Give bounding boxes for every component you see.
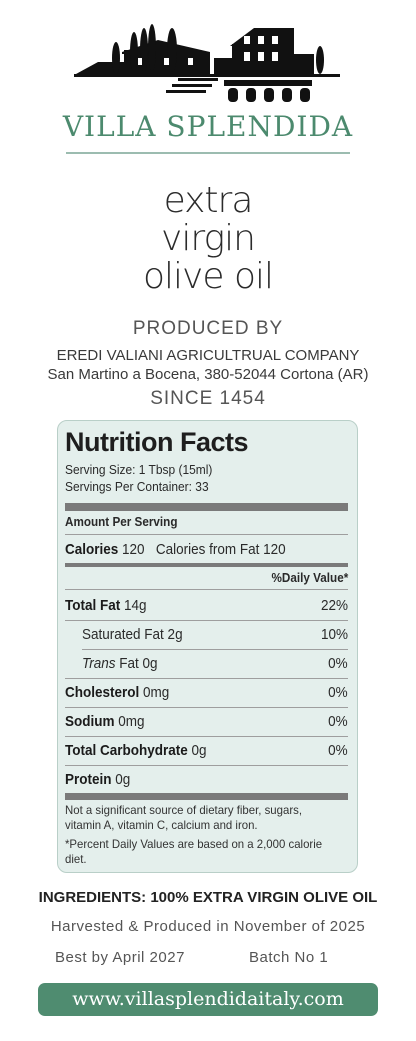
daily-value-header: %Daily Value* <box>271 570 348 585</box>
amount-per-serving-label: Amount Per Serving <box>65 514 178 529</box>
amount-per-serving-row: Amount Per Serving <box>65 514 348 534</box>
thick-divider <box>65 793 348 800</box>
batch-number: Batch No 1 <box>249 949 329 966</box>
calories-label: Calories <box>65 541 119 558</box>
nutrient-row-cholesterol: Cholesterol 0mg 0% <box>65 684 348 701</box>
best-by-date: Best by April 2027 <box>55 949 185 966</box>
nutrient-row-protein: Protein 0g <box>65 771 131 788</box>
produced-by-heading: PRODUCED BY <box>132 318 284 339</box>
divider <box>65 589 348 590</box>
nutrition-title: Nutrition Facts <box>65 427 249 457</box>
producer-company: EREDI VALIANI AGRICULTRUAL COMPANY <box>56 347 360 364</box>
divider <box>65 678 348 679</box>
servings-per-container: Servings Per Container: 33 <box>65 479 209 494</box>
product-line-1: extra <box>163 180 254 221</box>
nutrient-row-trans-fat: Trans Fat 0g 0% <box>82 655 348 672</box>
serving-size: Serving Size: 1 Tbsp (15ml) <box>65 462 213 477</box>
nutrient-row-sodium: Sodium 0mg 0% <box>65 713 348 730</box>
calories-row: Calories 120 Calories from Fat 120 <box>65 541 348 561</box>
nutrition-facts-panel: Nutrition Facts Serving Size: 1 Tbsp (15… <box>57 420 358 873</box>
product-name: extra virgin olive oil <box>0 182 416 296</box>
divider <box>65 765 348 766</box>
footnote-daily-values: *Percent Daily Values are based on a 2,0… <box>65 837 323 866</box>
brand-divider <box>66 152 350 154</box>
calories-from-fat: Calories from Fat 120 <box>155 541 286 558</box>
nutrient-row-total-fat: Total Fat 14g 22% <box>65 597 348 614</box>
producer-address: San Martino a Bocena, 380-52044 Cortona … <box>47 366 369 383</box>
brand-name: VILLA SPLENDIDA <box>62 110 354 143</box>
divider <box>65 620 348 621</box>
thick-divider <box>65 503 348 511</box>
divider <box>65 707 348 708</box>
daily-value-header-row: %Daily Value* <box>65 570 348 590</box>
harvest-info: Harvested & Produced in November of 2025 <box>50 918 366 935</box>
ingredients-line: INGREDIENTS: 100% EXTRA VIRGIN OLIVE OIL <box>38 889 378 906</box>
divider <box>82 649 348 650</box>
product-line-3: olive oil <box>143 256 274 297</box>
nutrient-row-total-carbohydrate: Total Carbohydrate 0g 0% <box>65 742 348 759</box>
villa-logo-illustration <box>74 24 340 102</box>
footnote-not-significant: Not a significant source of dietary fibe… <box>65 803 302 832</box>
since-year: SINCE 1454 <box>150 388 266 409</box>
website-link[interactable]: www.villasplendidaitaly.com <box>38 983 378 1016</box>
divider <box>65 534 348 535</box>
divider <box>65 736 348 737</box>
product-line-2: virgin <box>161 218 256 259</box>
nutrient-row-saturated-fat: Saturated Fat 2g 10% <box>82 626 348 643</box>
medium-divider <box>65 563 348 567</box>
calories-value: 120 <box>122 541 145 558</box>
